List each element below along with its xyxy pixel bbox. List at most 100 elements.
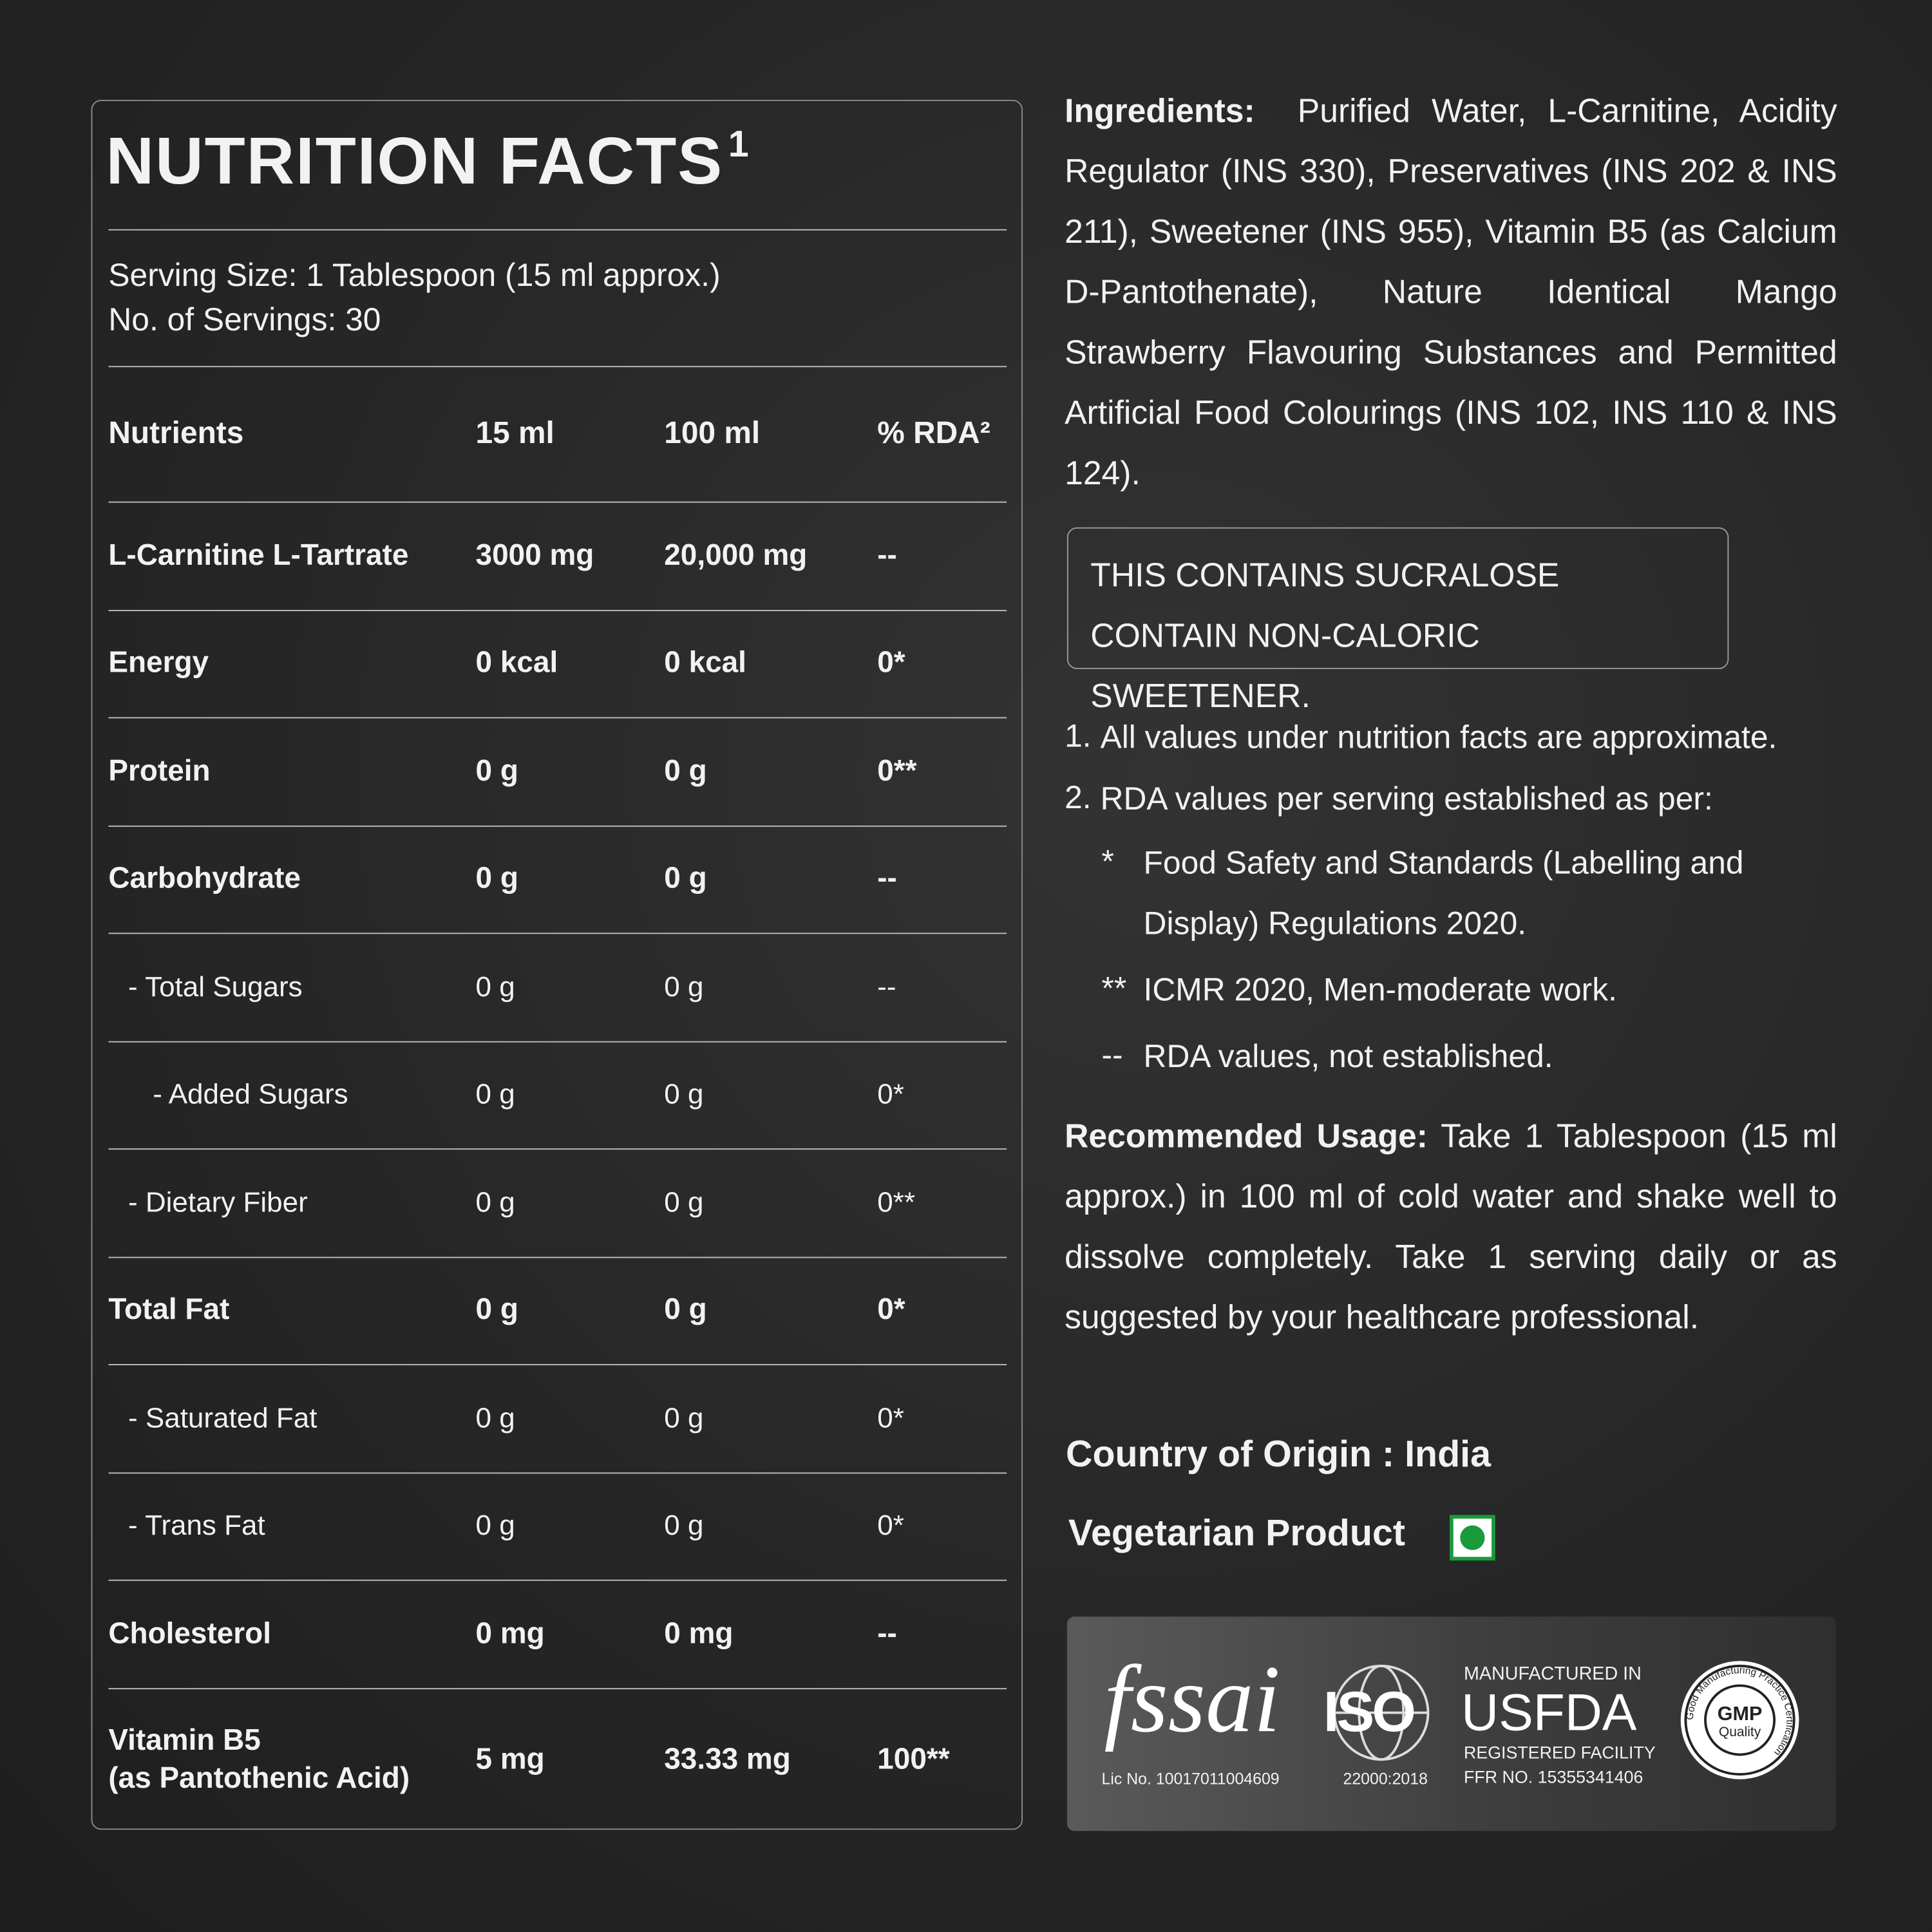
note-text: ICMR 2020, Men-moderate work.: [1143, 971, 1617, 1009]
nutrient-value: 0 g: [664, 970, 704, 1002]
origin: Country of Origin : India: [1066, 1434, 1492, 1475]
iso-globe: [1333, 1664, 1430, 1761]
nutrient-value: 0 g: [475, 1186, 515, 1218]
note-text: RDA values, not established.: [1143, 1037, 1553, 1075]
nutrient-value: 0 g: [475, 1401, 515, 1434]
nutrient-value: 0 g: [664, 1509, 704, 1542]
warning-box: THIS CONTAINS SUCRALOSE CONTAIN NON-CALOR…: [1066, 527, 1729, 715]
table-header: 100 ml: [664, 415, 761, 451]
nutrient-value: 0 g: [475, 862, 518, 896]
nutrient-name: - Added Sugars: [153, 1077, 348, 1110]
nutrient-name: Total Fat: [108, 1293, 230, 1327]
nutrient-value: 0*: [877, 1077, 904, 1110]
nutrient-value: 0 g: [664, 1186, 704, 1218]
nutrient-name: - Total Sugars: [128, 970, 303, 1002]
nutrient-value: 0*: [877, 1509, 904, 1542]
divider: [108, 1472, 1007, 1473]
nutrient-name: Cholesterol: [108, 1616, 271, 1651]
nutrient-value: 0 g: [475, 1293, 518, 1327]
nutrient-value: 0 g: [664, 1401, 704, 1434]
nutrient-value: 0 g: [475, 754, 518, 788]
nutrition-box: [91, 99, 1023, 1830]
table-header: 15 ml: [475, 415, 554, 451]
divider: [108, 1148, 1007, 1150]
usfda-sub: REGISTERED FACILITY: [1464, 1742, 1656, 1763]
nutrient-value: 0 g: [664, 1077, 704, 1110]
nutrient-value: --: [877, 1616, 897, 1651]
usfda-ffr: FFR NO. 15355341406: [1464, 1766, 1643, 1787]
usage: Recommended Usage: Take 1 Tablespoon (15…: [1065, 1106, 1837, 1348]
nutrient-value: 33.33 mg: [664, 1742, 791, 1776]
nutrient-value: 0 kcal: [475, 647, 558, 680]
servings: No. of Servings: 30: [108, 300, 381, 338]
note-marker: 2.: [1065, 779, 1092, 816]
nutrient-value: 0 g: [664, 862, 707, 896]
note-text: Food Safety and Standards (Labelling and…: [1143, 844, 1744, 942]
nutrient-value: 0**: [877, 1186, 916, 1218]
veg-icon: [1449, 1515, 1495, 1561]
vegetarian: Vegetarian Product: [1068, 1513, 1405, 1554]
divider: [108, 1579, 1007, 1581]
nutrition-title: NUTRITION FACTS 1: [106, 123, 750, 200]
note-text: RDA values per serving established as pe…: [1100, 780, 1713, 817]
nutrient-value: 0 mg: [475, 1616, 545, 1651]
divider: [108, 1040, 1007, 1042]
divider: [108, 717, 1007, 719]
nutrient-name: - Dietary Fiber: [128, 1186, 308, 1218]
nutrient-value: 3000 mg: [475, 538, 594, 573]
iso-logo: ISO: [1323, 1679, 1416, 1744]
ingredients: Ingredients: Purified Water, L-Carnitine…: [1065, 81, 1837, 504]
nutrient-value: 5 mg: [475, 1742, 545, 1776]
nutrient-value: 20,000 mg: [664, 538, 808, 573]
divider: [108, 366, 1007, 368]
nutrient-value: 0*: [877, 1293, 905, 1327]
gmp-seal: Good Manufacturing Practice Certificatio…: [1680, 1661, 1799, 1779]
warning-line: THIS CONTAINS SUCRALOSE: [1090, 556, 1560, 594]
fssai-logo: fssai: [1104, 1645, 1281, 1752]
usage-label: Recommended Usage:: [1065, 1117, 1428, 1155]
warning-line: CONTAIN NON-CALORIC SWEETENER.: [1090, 617, 1480, 715]
usage-text: Take 1 Tablespoon (15 ml approx.) in 100…: [1065, 1117, 1837, 1336]
divider: [108, 824, 1007, 826]
nutrient-value: 100**: [877, 1742, 950, 1776]
nutrient-value: --: [877, 862, 897, 896]
gmp: GMP: [1718, 1703, 1763, 1725]
divider: [108, 1256, 1007, 1258]
nutrient-name: - Trans Fat: [128, 1509, 265, 1542]
nutrient-value: --: [877, 970, 896, 1002]
certifications: fssai Lic No. 10017011004609 ISO 22000:2…: [1066, 1616, 1836, 1832]
table-header: % RDA²: [877, 415, 990, 451]
nutrient-name: - Saturated Fat: [128, 1401, 317, 1434]
nutrient-name: Carbohydrate: [108, 862, 301, 896]
nutrient-name: Vitamin B5 (as Pantothenic Acid): [108, 1723, 410, 1795]
note-marker: --: [1101, 1036, 1123, 1074]
nutrient-value: 0*: [877, 647, 905, 680]
divider: [108, 933, 1007, 934]
usfda-top: MANUFACTURED IN: [1464, 1663, 1642, 1685]
nutrient-value: 0 kcal: [664, 647, 746, 680]
title-sup: 1: [728, 124, 750, 166]
ingredients-label: Ingredients:: [1065, 92, 1255, 129]
nutrient-name: L-Carnitine L-Tartrate: [108, 538, 409, 573]
nutrient-value: 0 g: [664, 754, 707, 788]
note-marker: 1.: [1065, 717, 1092, 754]
nutrient-value: 0 mg: [664, 1616, 734, 1651]
divider: [108, 229, 1007, 231]
ingredients-text: Purified Water, L-Carnitine, Acidity Reg…: [1065, 92, 1837, 492]
usfda: USFDA: [1461, 1683, 1637, 1741]
note-marker: **: [1101, 969, 1127, 1007]
fssai-lic: Lic No. 10017011004609: [1101, 1769, 1280, 1788]
serving-size: Serving Size: 1 Tablespoon (15 ml approx…: [108, 256, 721, 294]
nutrient-name: Energy: [108, 647, 209, 680]
table-header: Nutrients: [108, 415, 244, 451]
divider: [108, 609, 1007, 611]
nutrient-value: 0 g: [475, 1077, 515, 1110]
nutrient-value: 0 g: [664, 1293, 707, 1327]
note-text: All values under nutrition facts are app…: [1100, 718, 1777, 755]
divider: [108, 501, 1007, 503]
nutrient-value: 0 g: [475, 1509, 515, 1542]
iso-std: 22000:2018: [1343, 1769, 1428, 1788]
title-text: NUTRITION FACTS: [106, 124, 724, 199]
